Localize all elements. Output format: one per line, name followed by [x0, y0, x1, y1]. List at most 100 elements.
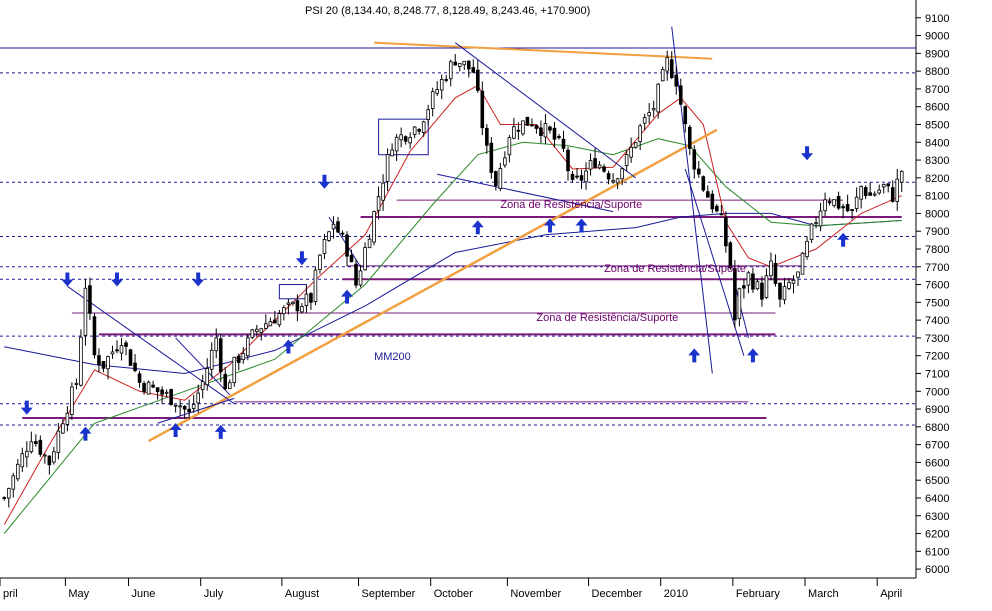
- annotation-label-3: MM200: [374, 351, 411, 363]
- y-tick-label: 7800: [925, 244, 949, 256]
- candle-body: [277, 313, 282, 326]
- candle-body: [97, 355, 101, 366]
- candle-body: [552, 127, 557, 140]
- x-tick-label: September: [362, 588, 416, 600]
- y-tick-label: 6500: [925, 475, 949, 487]
- candle-body: [724, 217, 728, 247]
- candle-body: [137, 373, 142, 383]
- candle-body: [796, 271, 800, 278]
- candle-body: [394, 136, 399, 152]
- candle-body: [106, 356, 110, 370]
- candle-body: [20, 453, 25, 468]
- candle-body: [61, 423, 65, 434]
- candle-body: [827, 201, 832, 204]
- y-tick-label: 8000: [925, 208, 949, 220]
- candle-body: [881, 184, 886, 188]
- candle-body: [512, 126, 516, 139]
- candle-body: [678, 85, 683, 105]
- candle-body: [448, 61, 453, 80]
- candle-body: [845, 204, 850, 212]
- candle-body: [408, 137, 412, 144]
- candle-body: [841, 206, 845, 209]
- candle-body: [471, 67, 476, 73]
- y-tick-label: 6300: [925, 511, 949, 523]
- candle-body: [593, 158, 597, 168]
- y-tick-label: 8900: [925, 48, 949, 60]
- candle-body: [282, 307, 286, 315]
- candle-body: [182, 406, 187, 410]
- candle-body: [15, 463, 20, 480]
- y-tick-label: 9000: [925, 31, 949, 43]
- candle-body: [381, 182, 385, 201]
- candle-body: [769, 260, 773, 277]
- candle-body: [525, 116, 530, 126]
- candle-body: [313, 269, 318, 302]
- y-axis-ticks: 6000 6100 6200 6300 6400 6500 6600 6700 6800 6900…: [916, 13, 949, 576]
- candle-body: [498, 168, 503, 189]
- annotations: Zona de Resistência/Suporte Zona de Resis…: [374, 199, 746, 363]
- candle-body: [597, 164, 602, 169]
- arrow-up-icon: [282, 339, 295, 354]
- x-tick-label: February: [736, 588, 781, 600]
- candle-body: [38, 439, 43, 455]
- x-tick-label: December: [592, 588, 643, 600]
- candle-body: [899, 170, 904, 183]
- candle-body: [164, 391, 169, 394]
- candle-body: [764, 275, 769, 298]
- arrow-down-icon: [295, 251, 308, 266]
- candle-body: [110, 351, 115, 355]
- candle-body: [236, 355, 241, 363]
- candle-body: [814, 222, 818, 225]
- candle-body: [245, 337, 250, 357]
- candle-body: [273, 319, 277, 324]
- arrow-down-icon: [20, 400, 33, 415]
- arrow-up-icon: [341, 289, 354, 304]
- candle-body: [773, 262, 778, 284]
- candle-body: [480, 90, 485, 129]
- candle-body: [295, 300, 300, 312]
- candle-body: [345, 234, 349, 257]
- annotation-label-0: Zona de Resistência/Suporte: [500, 199, 642, 211]
- arrow-down-icon: [61, 272, 74, 287]
- candle-body: [782, 286, 787, 301]
- arrow-up-icon: [79, 426, 92, 441]
- candle-body: [561, 138, 566, 149]
- candle-body: [268, 321, 273, 327]
- candle-body: [363, 247, 367, 271]
- candle-body: [620, 168, 624, 180]
- candle-body: [489, 142, 494, 173]
- arrow-down-icon: [192, 272, 205, 287]
- candle-body: [115, 349, 119, 352]
- candle-body: [715, 205, 719, 212]
- candle-body: [638, 125, 642, 143]
- candle-body: [160, 389, 164, 395]
- candle-body: [318, 254, 322, 270]
- candle-body: [214, 337, 219, 352]
- y-tick-label: 6400: [925, 493, 949, 505]
- y-tick-label: 6700: [925, 440, 949, 452]
- y-tick-label: 7500: [925, 297, 949, 309]
- candle-body: [412, 126, 417, 135]
- candle-body: [836, 195, 841, 209]
- candle-body: [719, 213, 724, 216]
- candle-body: [255, 328, 259, 332]
- trendline-1: [374, 41, 713, 60]
- candle-body: [218, 338, 223, 373]
- candle-body: [890, 187, 895, 202]
- y-tick-label: 8800: [925, 66, 949, 78]
- candle-body: [728, 242, 733, 269]
- candle-body: [615, 178, 620, 184]
- candle-body: [241, 353, 246, 361]
- candle-body: [79, 336, 83, 386]
- candle-body: [877, 189, 881, 194]
- chart-title: PSI 20 (8,134.40, 8,248.77, 8,128.49, 8,…: [305, 5, 590, 17]
- candle-body: [291, 301, 295, 304]
- candle-body: [399, 134, 403, 141]
- candle-body: [485, 127, 489, 146]
- candle-body: [223, 373, 228, 390]
- candle-body: [155, 387, 160, 393]
- candle-body: [895, 178, 900, 202]
- y-tick-label: 6600: [925, 457, 949, 469]
- arrow-down-icon: [318, 174, 331, 189]
